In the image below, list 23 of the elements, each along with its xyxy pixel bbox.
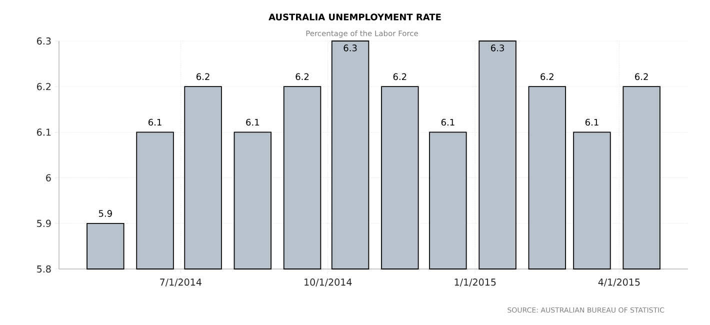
- chart-title: AUSTRALIA UNEMPLOYMENT RATE: [268, 14, 441, 20]
- data-label: 6.2: [540, 73, 554, 80]
- y-tick-label: 6.1: [37, 128, 51, 136]
- x-tick-label: 4/1/2015: [598, 278, 640, 286]
- y-tick-label: 5.8: [37, 265, 51, 273]
- x-tick-label: 1/1/2015: [454, 278, 496, 286]
- data-label: 6.1: [441, 118, 454, 126]
- y-tick-label: 6: [46, 174, 51, 182]
- y-tick-label: 6.3: [37, 37, 51, 45]
- data-label: 6.1: [246, 118, 259, 126]
- data-label: 6.2: [393, 73, 406, 80]
- data-label: 6.2: [196, 73, 210, 80]
- y-tick-label: 5.9: [37, 220, 51, 227]
- data-label: 6.3: [491, 44, 504, 52]
- data-label: 6.1: [585, 118, 598, 126]
- x-tick-label: 10/1/2014: [304, 278, 352, 286]
- data-label: 6.1: [148, 118, 162, 126]
- data-label: 6.2: [296, 73, 309, 80]
- y-tick-label: 6.2: [37, 83, 51, 90]
- data-label: 5.9: [98, 210, 112, 217]
- x-tick-label: 7/1/2014: [160, 278, 202, 286]
- data-label: 6.2: [635, 73, 648, 80]
- data-label: 6.3: [344, 44, 357, 52]
